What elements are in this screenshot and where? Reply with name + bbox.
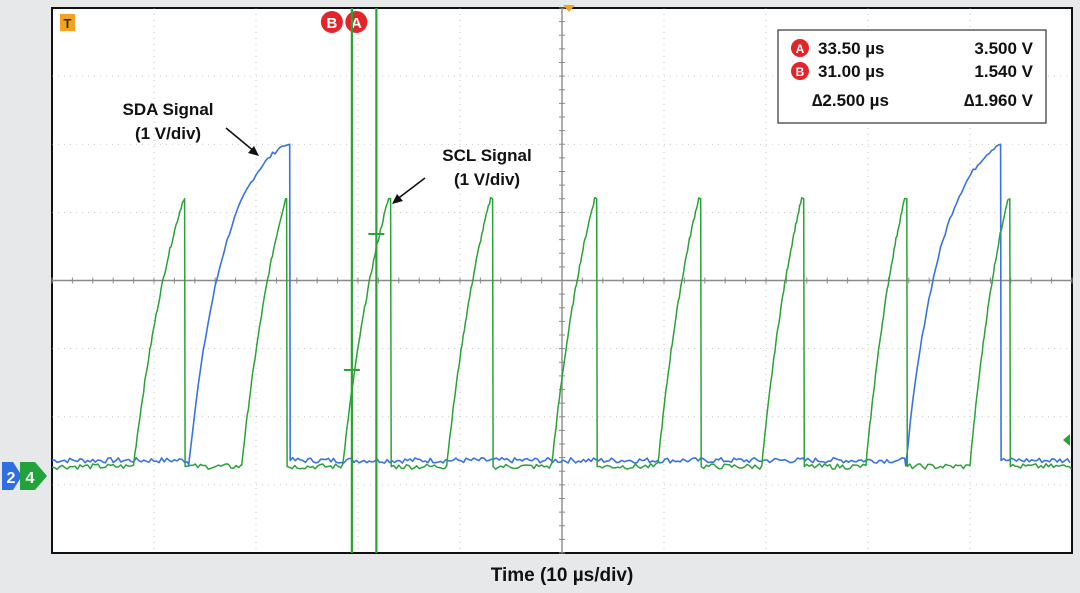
readout-box (777, 29, 1047, 124)
readout-delta-voltage: ∆1.960 V (964, 91, 1034, 110)
readout-b-time: 31.00 µs (818, 62, 885, 81)
channel-2-marker (2, 462, 22, 490)
scl-scale-label: (1 V/div) (454, 170, 520, 189)
channel-2-marker-label: 2 (7, 470, 16, 487)
sda-pointer (225, 127, 256, 153)
readout-b-badge-label: B (796, 65, 805, 79)
sda-pointer-head (248, 146, 259, 156)
cursor-readout: A 33.50 µs 3.500 V B 31.00 µs 1.540 V ∆2.500 µ… (777, 29, 1047, 124)
channel-markers: T 2 4 (2, 5, 1070, 490)
scl-trace (51, 196, 1073, 470)
channel-4-marker-label: 4 (26, 470, 35, 487)
readout-b-badge (791, 62, 809, 80)
cursor-b-badge (320, 11, 343, 33)
scl-label: SCL Signal (442, 146, 531, 165)
trigger-position-marker (563, 5, 575, 12)
sda-trace (51, 143, 1071, 467)
offscreen-arrow (1063, 434, 1070, 446)
readout-b-voltage: 1.540 V (974, 62, 1033, 81)
scl-pointer-head (392, 194, 403, 204)
cursor-lines: AB (320, 8, 385, 553)
readout-a-badge-label: A (796, 42, 805, 56)
trigger-marker-label: T (64, 16, 72, 31)
traces (51, 143, 1073, 470)
cursor-b-badge-label: B (326, 15, 337, 32)
annotations: SDA Signal (1 V/div) SCL Signal (1 V/div) (123, 100, 532, 204)
cursor-a-badge-label: A (351, 15, 362, 32)
readout-a-voltage: 3.500 V (974, 39, 1033, 58)
sda-scale-label: (1 V/div) (135, 124, 201, 143)
readout-delta-time: ∆2.500 µs (812, 91, 889, 110)
x-axis-title: Time (10 µs/div) (490, 565, 634, 586)
channel-4-marker (20, 462, 47, 490)
scl-pointer (395, 177, 426, 201)
trigger-marker (60, 14, 75, 31)
sda-label: SDA Signal (123, 100, 214, 119)
readout-a-badge (791, 39, 809, 57)
readout-a-time: 33.50 µs (818, 39, 885, 58)
graticule (51, 7, 1073, 554)
